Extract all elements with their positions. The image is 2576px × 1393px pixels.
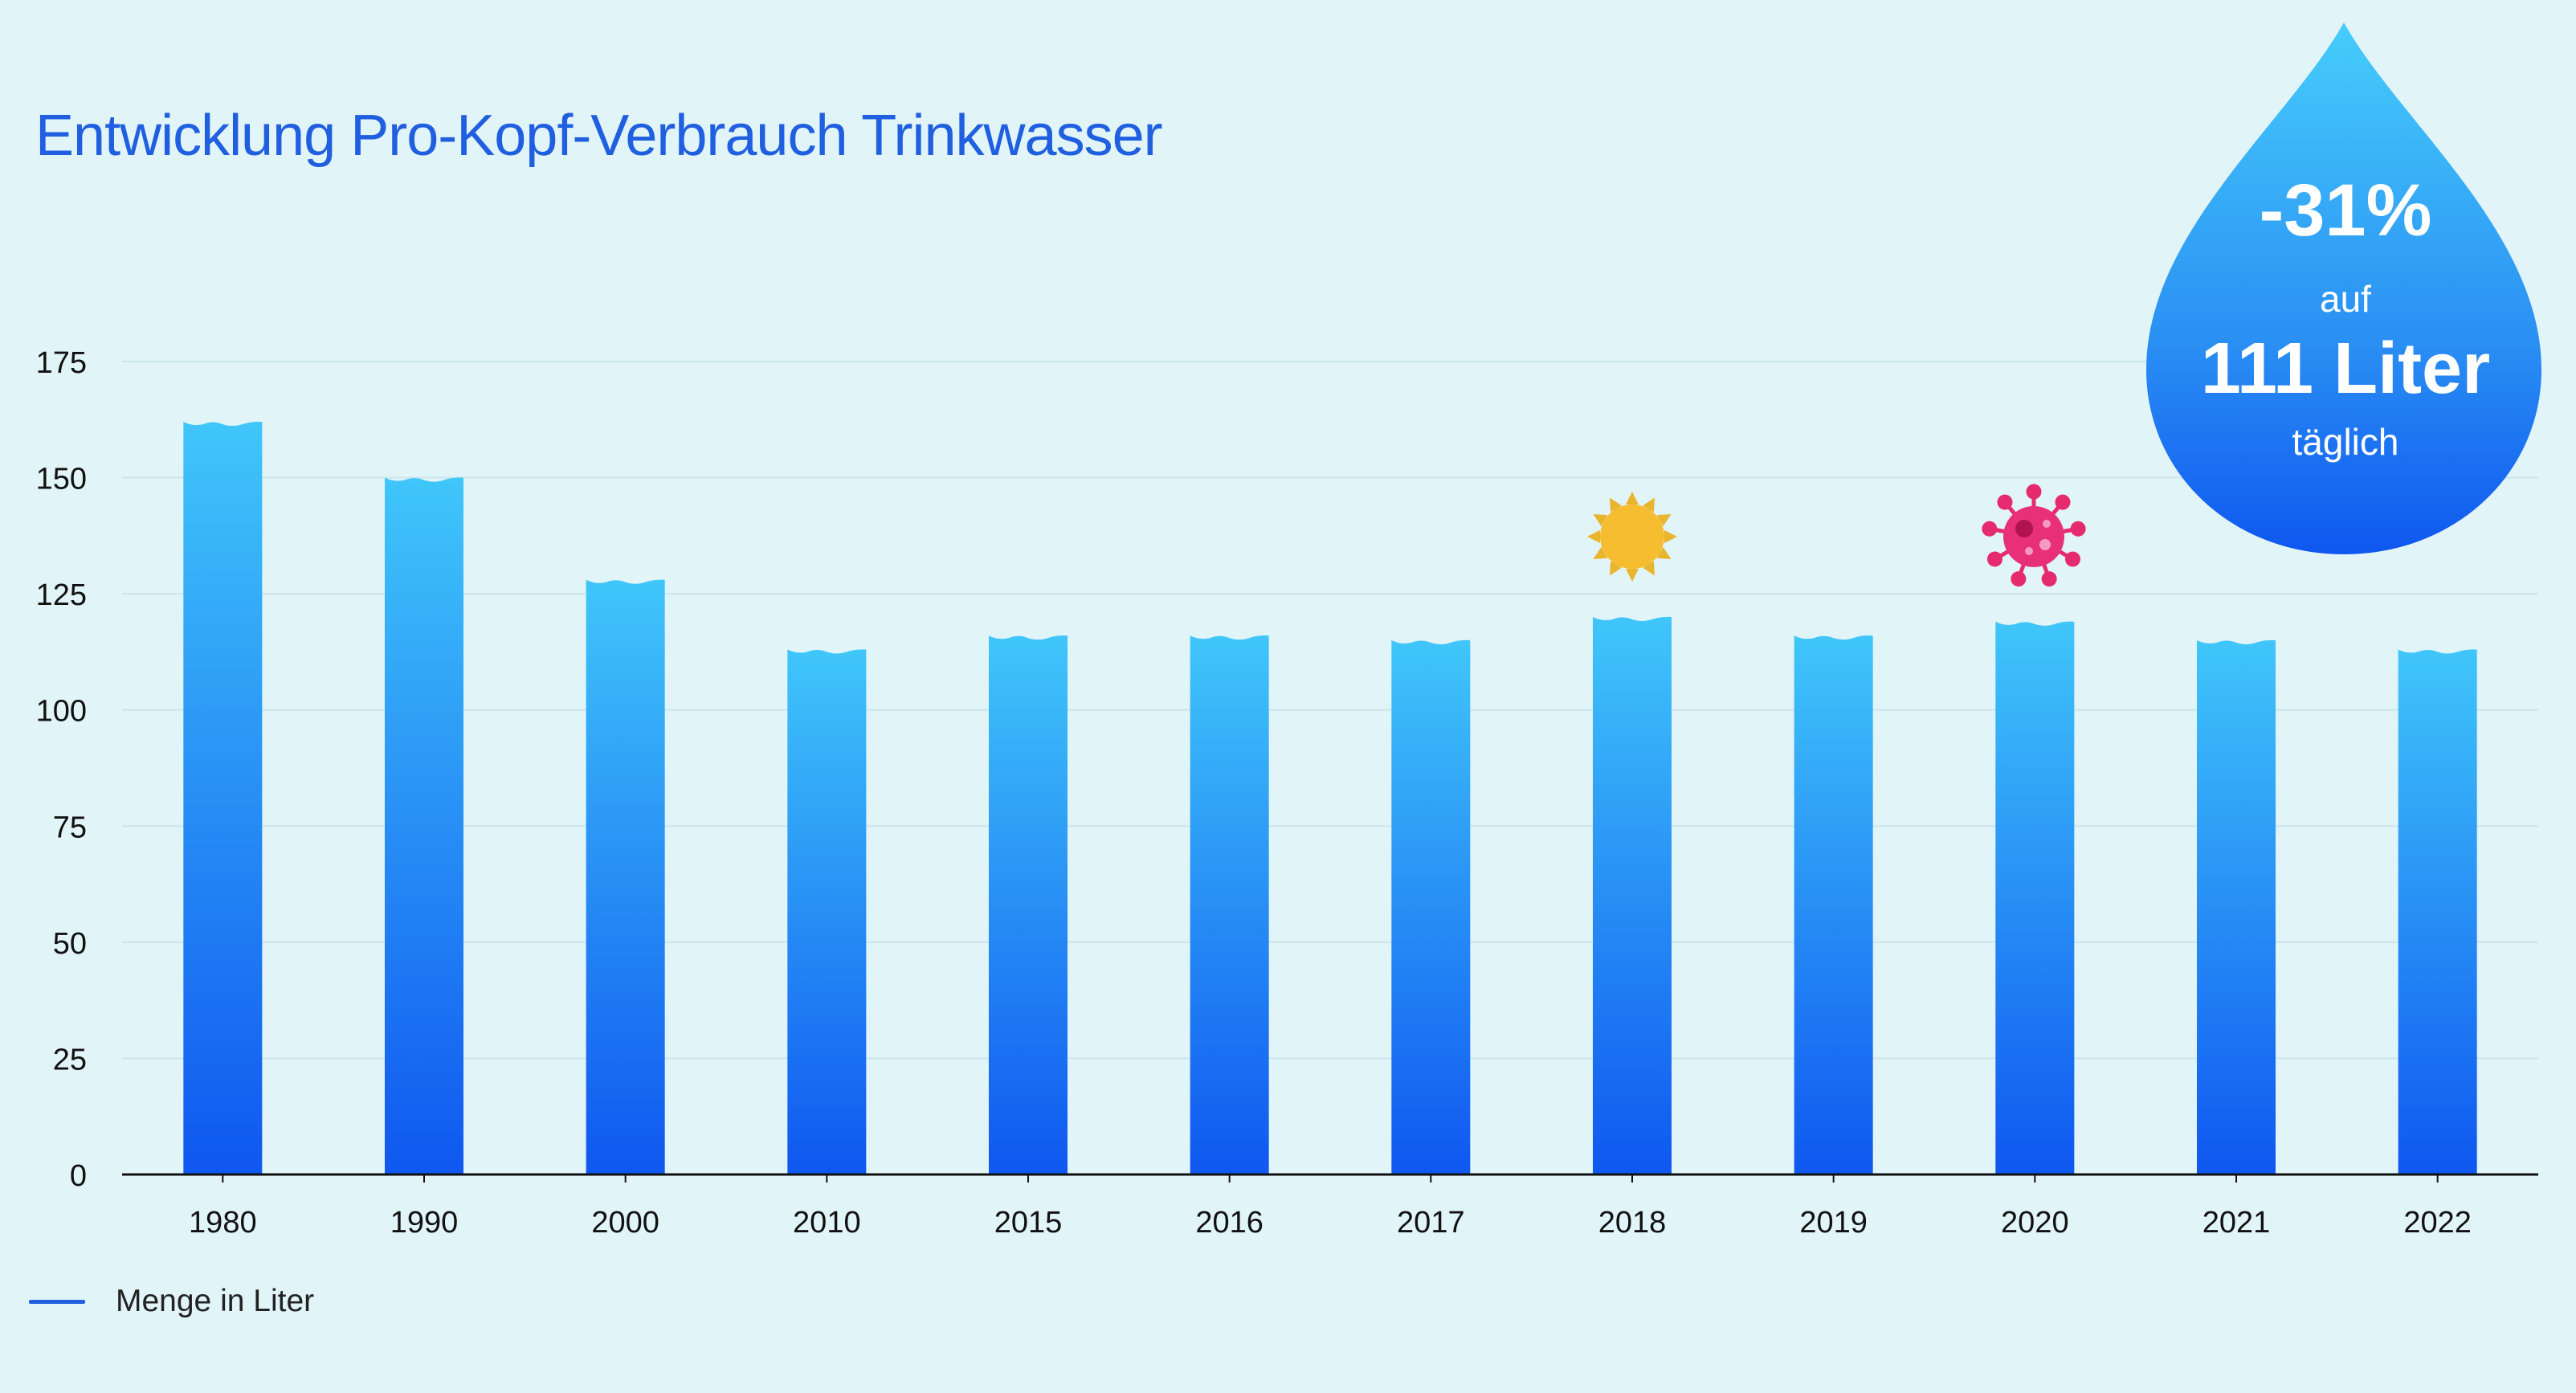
x-tick-label: 2018	[1598, 1206, 1667, 1240]
y-tick-label: 25	[53, 1043, 87, 1076]
y-tick-label: 100	[36, 695, 87, 729]
chart-title: Entwicklung Pro-Kopf-Verbrauch Trinkwass…	[35, 104, 1163, 168]
bar-2022	[2398, 649, 2477, 1174]
virus-icon	[1982, 484, 2086, 587]
x-tick-label: 1990	[390, 1206, 459, 1240]
y-tick-label: 0	[70, 1159, 87, 1193]
bar-1980	[183, 421, 263, 1174]
bar-2021	[2197, 639, 2276, 1174]
legend-swatch	[29, 1299, 85, 1304]
x-tick-label: 2020	[2001, 1206, 2069, 1240]
callout-percent: -31%	[2259, 170, 2432, 251]
callout-prefix: auf	[2320, 278, 2371, 320]
y-tick-label: 50	[53, 927, 87, 961]
legend: Menge in Liter	[29, 1284, 314, 1319]
x-tick-label: 2022	[2403, 1206, 2472, 1240]
x-tick-label: 2015	[994, 1206, 1063, 1240]
bar-2015	[989, 635, 1068, 1174]
bar-2017	[1391, 639, 1471, 1174]
legend-label: Menge in Liter	[116, 1284, 315, 1318]
y-tick-label: 75	[53, 811, 87, 844]
x-tick-label: 2021	[2202, 1206, 2271, 1240]
y-tick-label: 150	[36, 463, 87, 496]
bar-1990	[385, 477, 463, 1174]
x-tick-label: 2000	[591, 1206, 659, 1240]
x-tick-label: 2017	[1397, 1206, 1465, 1240]
y-tick-label: 175	[36, 346, 87, 380]
bar-2020	[1995, 621, 2075, 1174]
bar-2019	[1794, 635, 1873, 1174]
callout-amount: 111 Liter	[2200, 329, 2491, 409]
x-tick-label: 2016	[1195, 1206, 1264, 1240]
x-tick-label: 1980	[189, 1206, 257, 1240]
sun-icon	[1587, 492, 1677, 582]
water-drop-shape	[2146, 22, 2541, 554]
bar-2018	[1593, 616, 1672, 1174]
bar-2000	[586, 579, 665, 1174]
bar-2010	[787, 649, 867, 1174]
callout-suffix: täglich	[2292, 421, 2399, 463]
x-tick-label: 2019	[1799, 1206, 1868, 1240]
x-tick-label: 2010	[793, 1206, 861, 1240]
y-tick-label: 125	[36, 578, 87, 612]
bar-2016	[1190, 635, 1269, 1174]
